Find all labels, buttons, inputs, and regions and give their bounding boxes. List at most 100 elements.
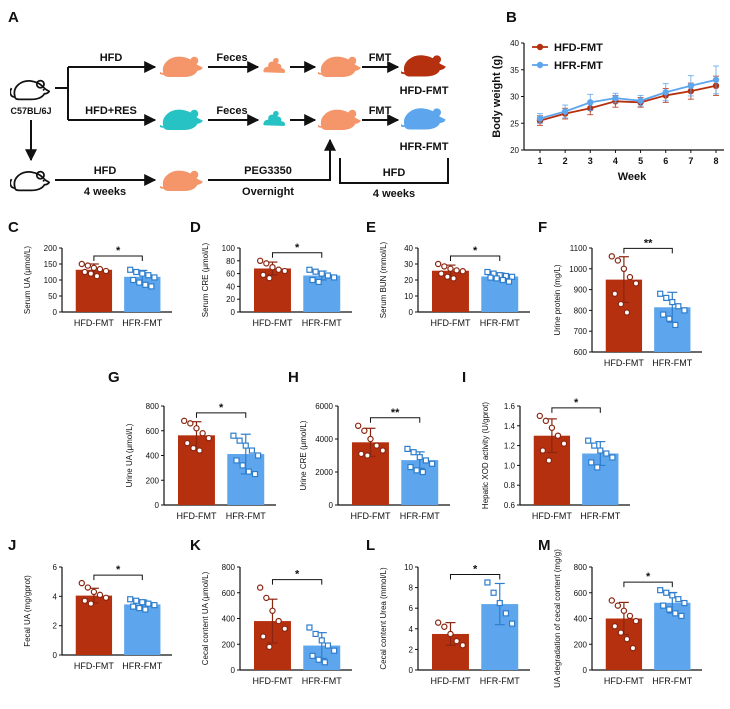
data-point bbox=[675, 303, 682, 310]
data-point bbox=[561, 108, 569, 115]
x-category-label: HFD-FMT bbox=[430, 676, 470, 686]
x-category-label: HFR-FMT bbox=[302, 318, 342, 328]
x-category-label: HFD-FMT bbox=[252, 318, 292, 328]
y-axis-label: Urine CRE (μmol/L) bbox=[299, 420, 308, 490]
y-tick-label: 200 bbox=[222, 640, 236, 649]
panel-label: K bbox=[190, 537, 201, 554]
y-tick-label: 600 bbox=[574, 348, 588, 357]
y-tick-label: 900 bbox=[574, 286, 588, 295]
data-point bbox=[361, 427, 368, 434]
data-point bbox=[254, 452, 262, 459]
x-category-label: HFD-FMT bbox=[74, 318, 114, 328]
x-tick-label: 6 bbox=[663, 156, 668, 166]
data-point bbox=[315, 278, 322, 286]
data-point bbox=[315, 656, 322, 663]
data-point bbox=[608, 597, 616, 604]
panel-h: H 0 2000 4000 6000 Urine CRE (μmol/L) HFD-FMT H… bbox=[288, 369, 450, 521]
start-label: C57BL/6J bbox=[10, 106, 51, 116]
data-point bbox=[629, 644, 637, 652]
data-point bbox=[681, 307, 688, 314]
y-tick-label: 1.2 bbox=[504, 442, 516, 451]
panel-l: L 0 2 4 6 8 10 Cecal content Urea (mmol/L) HFD-F… bbox=[366, 537, 530, 686]
y-tick-label: 30 bbox=[510, 93, 519, 102]
y-tick-label: 400 bbox=[222, 615, 236, 624]
data-point bbox=[205, 434, 212, 442]
data-point bbox=[637, 97, 644, 104]
data-point bbox=[441, 263, 448, 270]
x-tick-label: 8 bbox=[713, 156, 718, 166]
x-category-label: HFD-FMT bbox=[430, 318, 470, 328]
data-point bbox=[422, 457, 430, 464]
y-axis-label: UA degradation of cecal content (mg/g) bbox=[553, 549, 562, 688]
y-tick-label: 20 bbox=[404, 276, 413, 285]
significance-bracket bbox=[195, 412, 247, 418]
y-tick-label: 1100 bbox=[570, 244, 588, 253]
y-tick-label: 0 bbox=[155, 501, 160, 510]
y-axis-label: Cecal content Urea (mmol/L) bbox=[379, 567, 388, 670]
y-tick-label: 400 bbox=[574, 615, 588, 624]
data-point bbox=[614, 602, 622, 609]
significance-marker: * bbox=[574, 397, 579, 409]
data-point bbox=[669, 298, 676, 306]
data-point bbox=[487, 274, 494, 281]
data-point bbox=[309, 652, 316, 659]
significance-bracket bbox=[93, 255, 143, 261]
y-tick-label: 1000 bbox=[569, 265, 587, 274]
significance-marker: * bbox=[116, 245, 121, 257]
y-tick-label: 20 bbox=[510, 146, 519, 155]
data-point bbox=[81, 268, 89, 276]
y-tick-label: 25 bbox=[510, 119, 519, 128]
data-point bbox=[597, 447, 604, 454]
data-point bbox=[269, 264, 276, 271]
data-point bbox=[620, 265, 628, 272]
data-point bbox=[142, 606, 149, 613]
data-point bbox=[626, 273, 634, 281]
y-tick-label: 30 bbox=[404, 260, 413, 269]
data-point bbox=[324, 272, 332, 279]
data-point bbox=[102, 594, 110, 602]
data-point bbox=[447, 265, 454, 272]
data-point bbox=[102, 267, 110, 275]
data-point bbox=[663, 294, 670, 302]
series-line-hfd-fmt bbox=[539, 84, 717, 122]
data-point bbox=[248, 447, 256, 454]
data-point bbox=[434, 619, 442, 626]
data-point bbox=[614, 257, 622, 264]
y-tick-label: 60 bbox=[226, 270, 235, 279]
y-tick-label: 700 bbox=[574, 327, 588, 336]
data-point bbox=[245, 468, 252, 475]
data-point bbox=[548, 424, 556, 431]
significance-marker: * bbox=[473, 245, 478, 257]
data-point bbox=[87, 270, 95, 277]
data-point bbox=[626, 612, 634, 620]
data-point bbox=[139, 270, 146, 277]
data-point bbox=[632, 617, 640, 625]
x-tick-label: 7 bbox=[688, 156, 693, 166]
panel-i: I 0.6 0.8 1.0 1.2 1.4 1.6 Hepatic XOD activity … bbox=[462, 369, 630, 521]
data-point bbox=[666, 315, 673, 322]
rat-icon bbox=[160, 56, 204, 78]
significance-marker: * bbox=[116, 564, 121, 576]
rat-icon bbox=[160, 170, 204, 192]
y-tick-label: 400 bbox=[146, 452, 160, 461]
data-point bbox=[187, 420, 194, 427]
y-tick-label: 100 bbox=[44, 276, 58, 285]
panel-j: J 0 2 4 6 Fecal UA (mg/gprot) HFD-FMT HFR-FMT * bbox=[8, 537, 172, 671]
data-point bbox=[373, 442, 380, 449]
data-point bbox=[438, 270, 445, 277]
data-point bbox=[139, 599, 146, 606]
row3-step2-top: PEG3350 bbox=[244, 165, 292, 177]
data-point bbox=[617, 300, 625, 308]
data-point bbox=[657, 290, 664, 297]
x-category-label: HFR-FMT bbox=[400, 511, 440, 521]
bar-hfr-fmt bbox=[124, 604, 161, 655]
x-category-label: HFD-FMT bbox=[604, 358, 644, 368]
data-point bbox=[367, 435, 374, 443]
data-point bbox=[236, 437, 243, 444]
feces-icon bbox=[263, 57, 286, 73]
data-point bbox=[275, 617, 282, 625]
rat-icon bbox=[401, 107, 447, 131]
panel-label: E bbox=[366, 219, 376, 236]
data-point bbox=[410, 449, 417, 456]
